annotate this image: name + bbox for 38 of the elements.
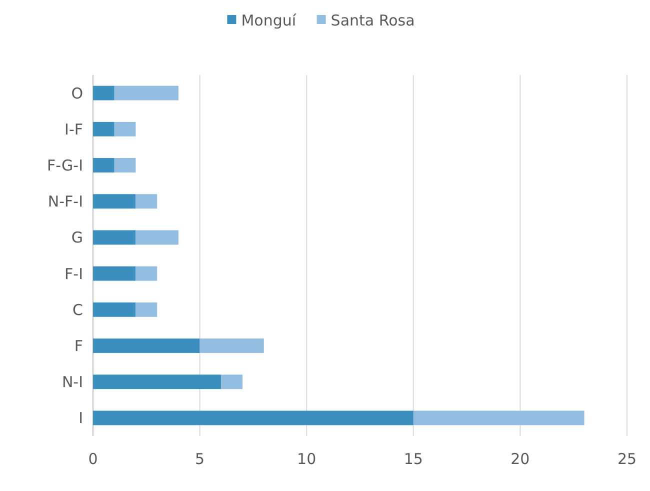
bar [93, 302, 136, 317]
y-tick-label: I [78, 409, 83, 428]
bar [221, 374, 243, 390]
legend-label: Monguí [241, 11, 297, 30]
y-tick-label: G [71, 228, 83, 247]
y-tick-label: I-F [64, 120, 83, 138]
y-tick-label: F [74, 337, 83, 355]
bar [93, 230, 136, 245]
x-tick-label: 5 [195, 450, 205, 468]
x-tick-label: 25 [617, 450, 637, 468]
bar [413, 410, 584, 426]
bar [93, 410, 414, 426]
y-tick-label: O [71, 84, 83, 102]
bar [114, 86, 178, 100]
bar [93, 122, 114, 136]
bar [93, 374, 222, 390]
y-tick-label: N-I [62, 373, 83, 392]
bar [114, 158, 136, 172]
x-tick-label: 15 [404, 450, 423, 468]
bar [136, 194, 158, 209]
bar [93, 266, 136, 281]
y-tick-label: C [72, 300, 83, 319]
x-tick-label: 10 [297, 450, 316, 468]
x-tick-label: 20 [510, 450, 530, 468]
bar [93, 158, 114, 172]
bar [200, 338, 264, 353]
x-tick-label: 0 [88, 450, 98, 468]
bar [93, 194, 136, 209]
bar [93, 86, 114, 100]
y-tick-label: F-I [64, 264, 83, 283]
bar [136, 266, 158, 281]
bar [136, 230, 178, 245]
legend-label: Santa Rosa [330, 11, 415, 30]
y-tick-label: N-F-I [48, 192, 83, 211]
bar [93, 338, 200, 353]
bar [136, 302, 158, 317]
bar [114, 122, 136, 136]
y-tick-label: F-G-I [46, 156, 83, 174]
